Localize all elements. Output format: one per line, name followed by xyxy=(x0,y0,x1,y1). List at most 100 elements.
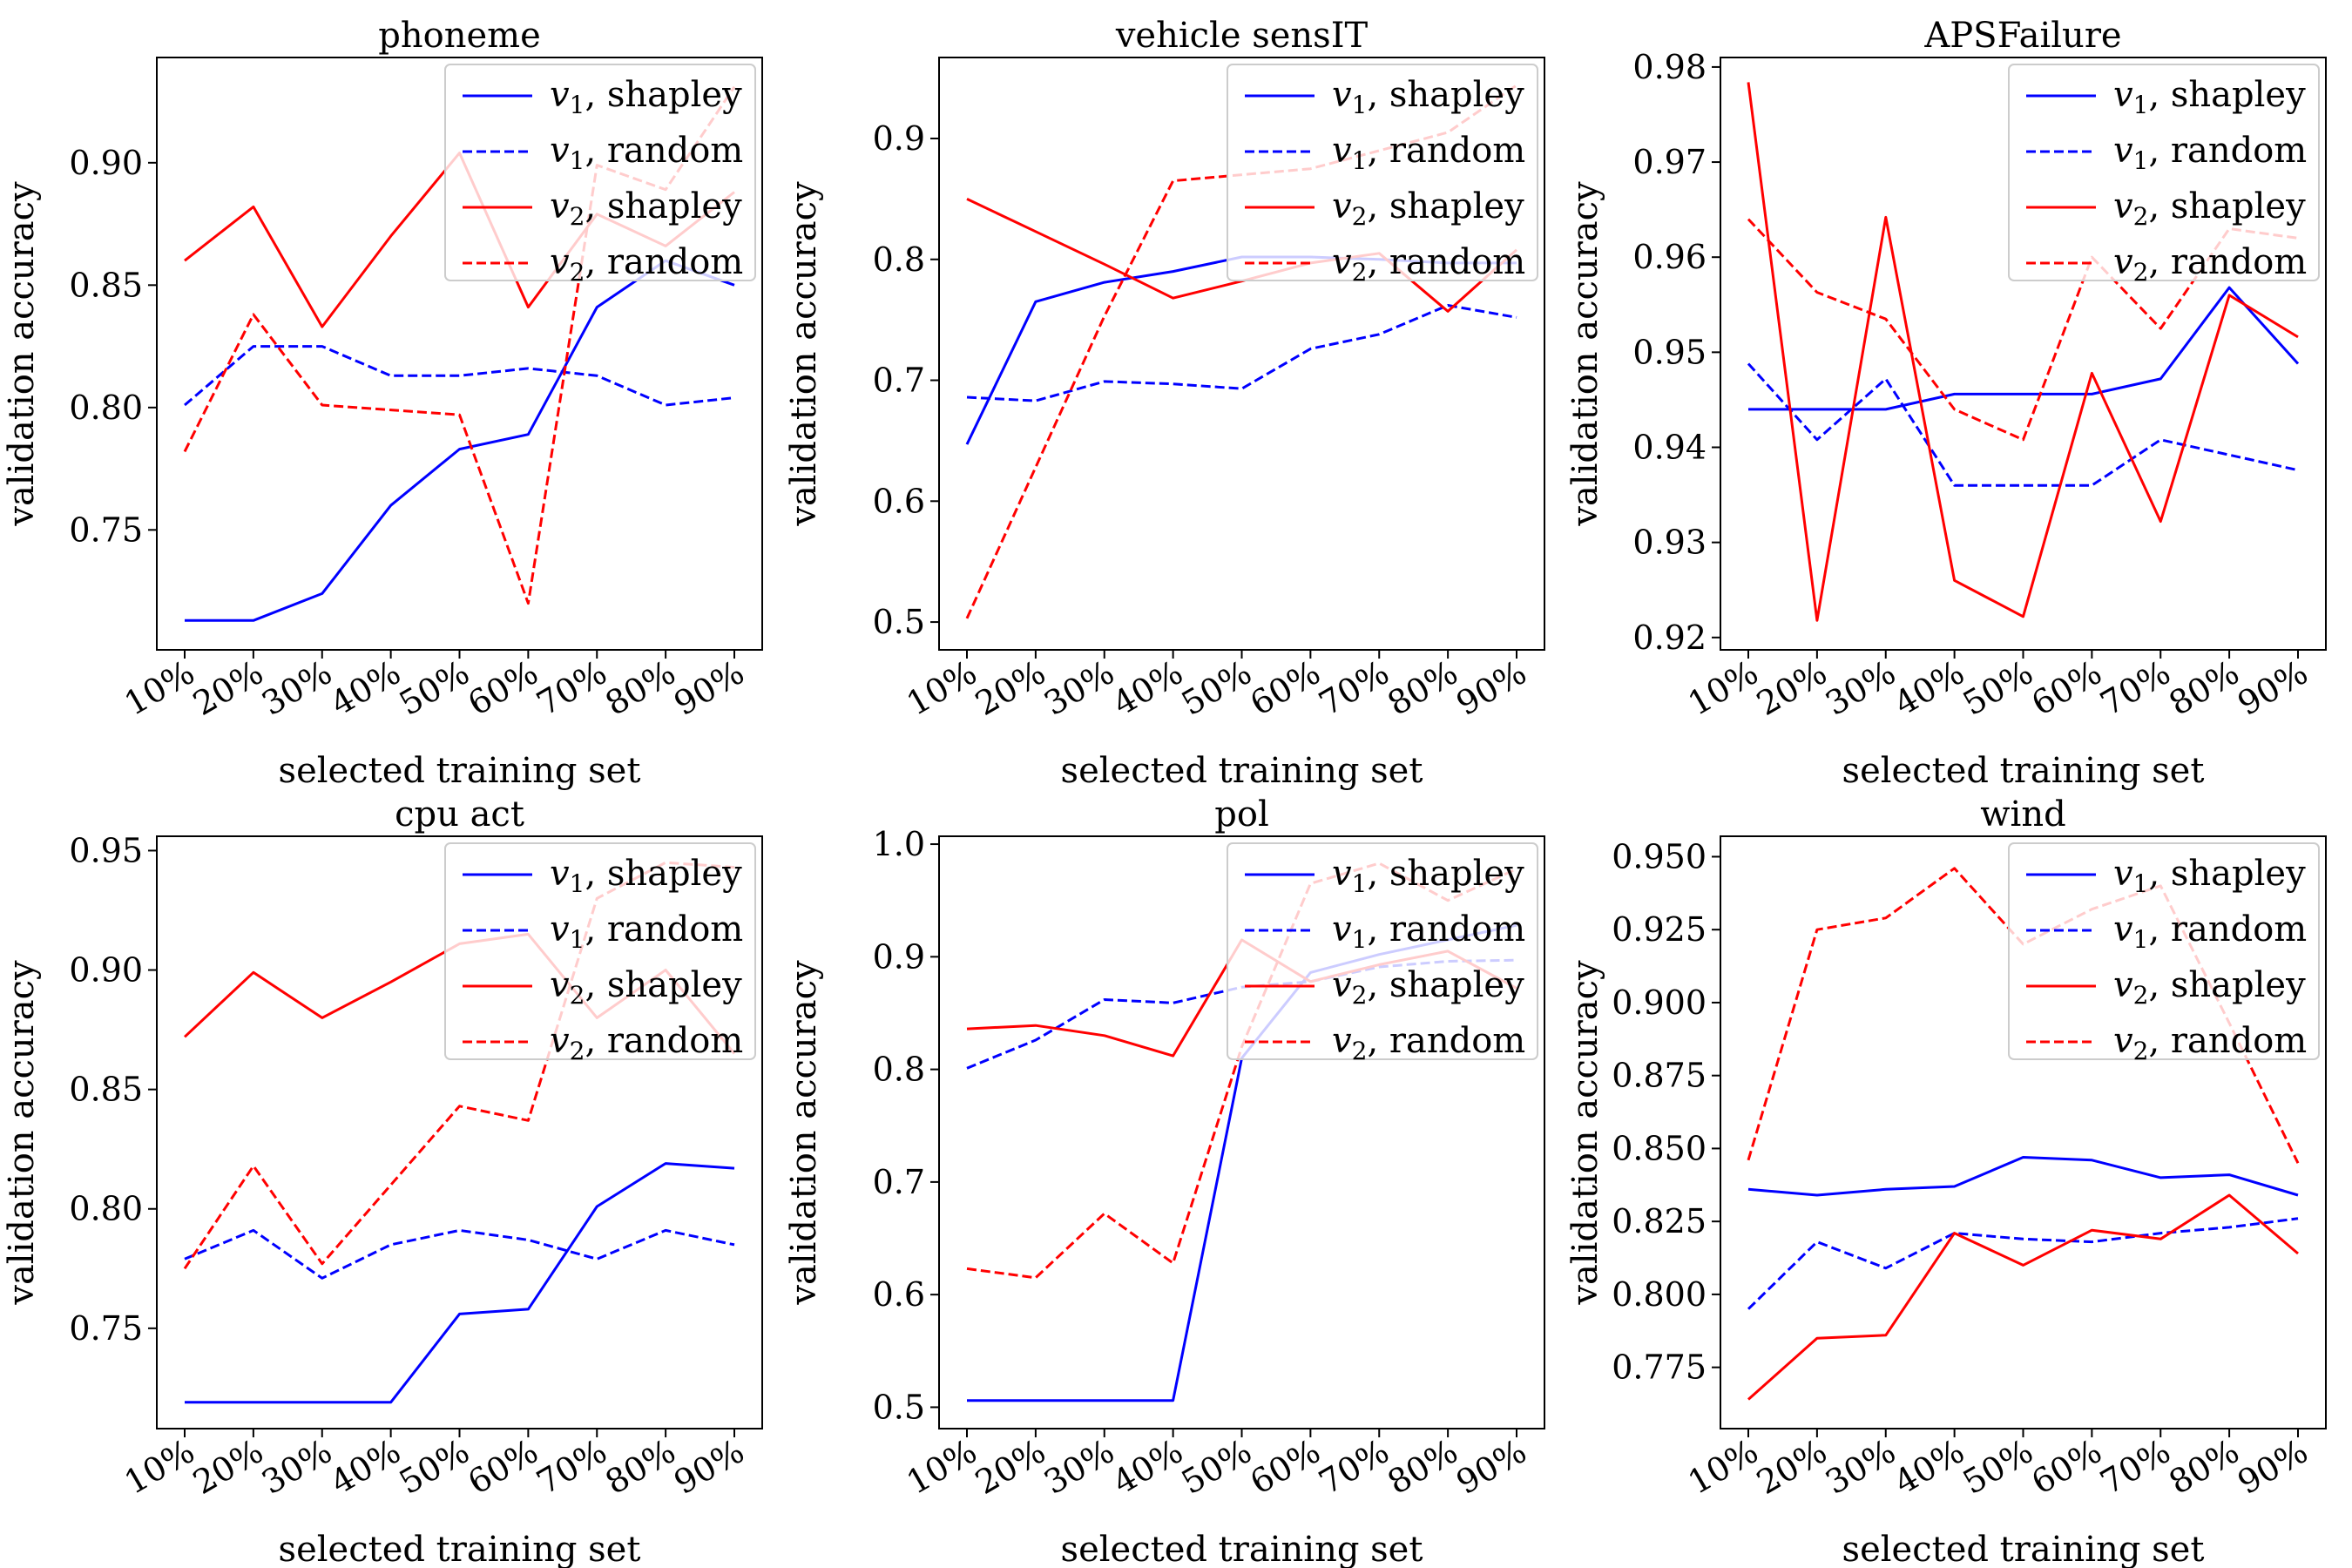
chart-6-ytick-label: 0.925 xyxy=(1612,910,1707,949)
chart-2-ytick-label: 0.6 xyxy=(873,482,925,520)
chart-2-series-1-line xyxy=(965,255,1517,445)
chart-4-legend-label-4: v2, random xyxy=(550,1021,743,1065)
chart-1-xlabel: selected training set xyxy=(279,751,641,791)
chart-4-panel: cpu act validation accuracy selected train… xyxy=(2,794,763,1568)
chart-5-plot-frame xyxy=(938,835,1545,1429)
chart-4-series-4-line xyxy=(183,861,735,1270)
chart-4-ytick-label: 0.85 xyxy=(69,1071,143,1109)
chart-4-plot-frame xyxy=(156,835,763,1429)
chart-5-panel: pol validation accuracy selected training … xyxy=(784,794,1545,1568)
chart-5-xtick-label: 90% xyxy=(1450,1432,1532,1502)
chart-4-xlabel: selected training set xyxy=(279,1530,641,1568)
chart-3-ytick-label: 0.93 xyxy=(1632,524,1707,562)
chart-2-series-2-line xyxy=(966,304,1517,402)
chart-2-plot-frame xyxy=(938,57,1545,651)
chart-2-title: vehicle sensIT xyxy=(1115,16,1369,56)
chart-1-plot-frame xyxy=(156,57,763,651)
chart-4-legend-label-1: v1, shapley xyxy=(550,854,742,898)
chart-6-legend-box xyxy=(2008,842,2320,1060)
chart-5-ytick-label: 0.8 xyxy=(873,1051,925,1089)
chart-6-ylabel: validation accuracy xyxy=(1565,960,1605,1306)
chart-3-ytick-label: 0.98 xyxy=(1632,48,1707,86)
chart-3-legend-label-4: v2, random xyxy=(2113,242,2307,287)
chart-2-panel: vehicle sensIT validation accuracy selecte… xyxy=(784,16,1545,791)
chart-1-legend-label-3: v2, shapley xyxy=(550,186,742,231)
chart-2-legend: v1, shapley v1, random v2, shapley v2, rand… xyxy=(1227,64,1538,287)
chart-3-ylabel: validation accuracy xyxy=(1565,181,1605,527)
chart-5-ytick-label: 1.0 xyxy=(873,825,925,863)
chart-3-legend-label-1: v1, shapley xyxy=(2113,75,2306,119)
chart-1-legend-label-1: v1, shapley xyxy=(550,75,742,119)
chart-2-ytick-label: 0.9 xyxy=(873,119,925,158)
chart-6-series-3-line xyxy=(1747,1193,2299,1401)
chart-3-legend: v1, shapley v1, random v2, shapley v2, rand… xyxy=(2008,64,2320,287)
chart-1-legend-label-4: v2, random xyxy=(550,242,743,287)
chart-6-plot-frame xyxy=(1720,835,2327,1429)
chart-5-ytick-label: 0.9 xyxy=(873,937,925,976)
chart-6-legend-label-4: v2, random xyxy=(2113,1021,2307,1065)
chart-5-legend-label-2: v1, random xyxy=(1332,909,1525,954)
chart-4-series-1-line xyxy=(185,1162,735,1404)
chart-1-xtick-label: 90% xyxy=(667,653,750,723)
chart-3-ytick-label: 0.94 xyxy=(1632,429,1707,467)
chart-1-legend-box xyxy=(444,64,756,281)
chart-1-title: phoneme xyxy=(378,16,540,56)
chart-6-legend-label-1: v1, shapley xyxy=(2113,854,2306,898)
chart-6-ytick-label: 0.850 xyxy=(1612,1129,1707,1167)
chart-1-series-1-line xyxy=(185,259,735,622)
chart-6-ytick-label: 0.875 xyxy=(1612,1057,1707,1095)
chart-4-ytick-label: 0.80 xyxy=(69,1190,143,1228)
chart-6-ytick-label: 0.900 xyxy=(1612,983,1707,1022)
chart-6-series-2-line xyxy=(1747,1217,2299,1310)
chart-3-series-2-line xyxy=(1747,362,2299,487)
chart-4-series-2-line xyxy=(184,1228,735,1280)
chart-4-ytick-label: 0.75 xyxy=(69,1309,143,1348)
chart-6-panel: wind validation accuracy selected training… xyxy=(1565,794,2327,1568)
chart-1-ytick-label: 0.85 xyxy=(69,266,143,304)
chart-3-ytick-label: 0.92 xyxy=(1632,618,1707,657)
chart-2-ytick-label: 0.8 xyxy=(873,240,925,279)
chart-2-legend-box xyxy=(1227,64,1538,281)
chart-3-legend-label-2: v1, random xyxy=(2113,131,2307,175)
chart-1-ytick-label: 0.75 xyxy=(69,510,143,549)
chart-6-xtick-label: 90% xyxy=(2231,1432,2314,1502)
chart-5-xlabel: selected training set xyxy=(1061,1530,1423,1568)
chart-3-panel: APSFailure validation accuracy selected tr… xyxy=(1565,16,2327,791)
chart-5-legend-label-4: v2, random xyxy=(1332,1021,1525,1065)
chart-6-legend: v1, shapley v1, random v2, shapley v2, rand… xyxy=(2008,842,2320,1065)
chart-3-series-1-line xyxy=(1748,286,2300,411)
chart-6-title: wind xyxy=(1980,794,2065,835)
chart-3-xtick-label: 90% xyxy=(2231,653,2314,723)
chart-2-legend-label-1: v1, shapley xyxy=(1332,75,1524,119)
chart-1-panel: phoneme validation accuracy selected train… xyxy=(2,16,763,791)
chart-6-ytick-label: 0.800 xyxy=(1612,1275,1707,1314)
chart-2-ytick-label: 0.5 xyxy=(873,603,925,641)
chart-1-legend: v1, shapley v1, random v2, shapley v2, rand… xyxy=(444,64,756,287)
chart-5-ytick-label: 0.5 xyxy=(873,1388,925,1426)
chart-2-ytick-label: 0.7 xyxy=(873,362,925,400)
chart-6-legend-label-2: v1, random xyxy=(2113,909,2307,954)
chart-6-ytick-label: 0.825 xyxy=(1612,1202,1707,1240)
chart-4-ytick-label: 0.95 xyxy=(69,831,143,869)
chart-3-legend-box xyxy=(2008,64,2320,281)
chart-1-ytick-label: 0.90 xyxy=(69,144,143,182)
chart-6-series-1-line xyxy=(1747,1156,2299,1197)
chart-4-legend-label-2: v1, random xyxy=(550,909,743,954)
chart-6-ytick-label: 0.775 xyxy=(1612,1348,1707,1387)
chart-4-title: cpu act xyxy=(395,794,524,835)
chart-2-xlabel: selected training set xyxy=(1061,751,1423,791)
chart-6-xlabel: selected training set xyxy=(1842,1530,2205,1568)
chart-2-ylabel: validation accuracy xyxy=(784,181,824,527)
chart-4-legend: v1, shapley v1, random v2, shapley v2, rand… xyxy=(444,842,756,1065)
chart-5-title: pol xyxy=(1214,794,1268,835)
chart-3-xlabel: selected training set xyxy=(1842,751,2205,791)
chart-5-legend-box xyxy=(1227,842,1538,1060)
chart-1-ylabel: validation accuracy xyxy=(2,181,42,527)
chart-1-series-2-line xyxy=(184,345,735,407)
chart-4-legend-box xyxy=(444,842,756,1060)
chart-5-legend-label-3: v2, shapley xyxy=(1332,965,1524,1010)
chart-1-series-4-line xyxy=(183,85,736,605)
chart-3-series-4-line xyxy=(1747,218,2299,442)
chart-2-legend-label-3: v2, shapley xyxy=(1332,186,1524,231)
